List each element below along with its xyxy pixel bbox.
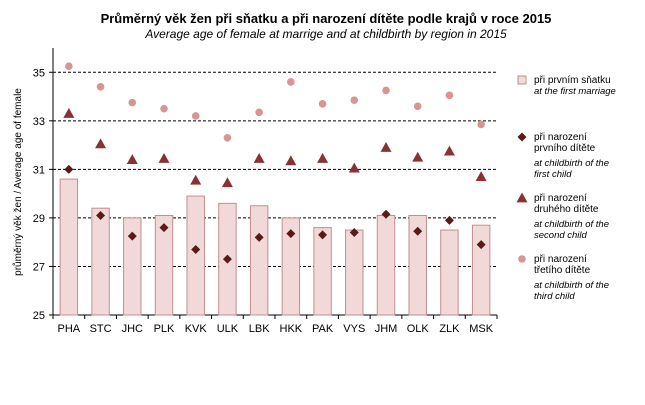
marker-circle bbox=[350, 96, 359, 104]
legend-label: třetího dítěte bbox=[534, 265, 591, 276]
legend-label: při narození bbox=[534, 254, 587, 265]
marker-triangle bbox=[158, 152, 170, 163]
legend-label: při prvním sňatku bbox=[534, 75, 611, 86]
bar-first-marriage bbox=[408, 214, 427, 316]
y-tick-label: 25 bbox=[33, 310, 45, 322]
marker-triangle bbox=[412, 151, 424, 162]
chart-title: Průměrný věk žen při sňatku a při naroze… bbox=[101, 11, 552, 26]
x-tick-label: JHC bbox=[122, 323, 143, 335]
marker-triangle bbox=[126, 154, 138, 165]
marker-triangle bbox=[63, 108, 75, 118]
legend-label-en: third child bbox=[534, 291, 575, 302]
legend-label-en: second child bbox=[534, 230, 588, 241]
marker-circle bbox=[128, 98, 137, 107]
marker-triangle bbox=[475, 171, 487, 182]
x-tick-label: HKK bbox=[280, 323, 303, 335]
marker-circle bbox=[445, 91, 454, 100]
bar-first-marriage bbox=[91, 207, 110, 316]
bar-first-marriage bbox=[345, 229, 364, 316]
marker-circle bbox=[255, 108, 263, 117]
marker-circle bbox=[477, 120, 485, 129]
marker-circle bbox=[65, 62, 73, 71]
marker-triangle bbox=[380, 142, 392, 152]
x-tick-label: MSK bbox=[469, 323, 494, 335]
bar-first-marriage bbox=[59, 178, 79, 316]
marker-diamond bbox=[191, 244, 201, 254]
x-tick-label: LBK bbox=[249, 323, 270, 335]
marker-triangle bbox=[317, 152, 329, 163]
x-tick-label: PLK bbox=[154, 323, 175, 335]
x-tick-label: PHA bbox=[58, 323, 81, 335]
legend-swatch-triangle bbox=[516, 192, 528, 203]
chart-subtitle: Average age of female at marrige and at … bbox=[144, 27, 507, 41]
y-tick-label: 33 bbox=[33, 116, 45, 128]
marker-circle bbox=[223, 134, 232, 142]
legend-label-en: at childbirth of the bbox=[534, 280, 609, 291]
marker-circle bbox=[382, 86, 390, 95]
marker-diamond bbox=[476, 240, 486, 250]
bar-first-marriage bbox=[186, 195, 205, 316]
marker-diamond bbox=[318, 230, 328, 240]
x-tick-label: ZLK bbox=[439, 323, 460, 335]
marker-diamond bbox=[444, 215, 454, 225]
marker-triangle bbox=[221, 177, 233, 188]
x-tick-label: VYS bbox=[343, 323, 365, 335]
legend-swatch-bar bbox=[517, 75, 527, 85]
legend-label: prvního dítěte bbox=[534, 143, 596, 154]
legend-label-en: at childbirth of the bbox=[534, 158, 609, 169]
bar-first-marriage bbox=[376, 214, 396, 316]
legend-swatch-circle bbox=[518, 255, 526, 263]
marker-diamond bbox=[222, 254, 232, 264]
x-tick-label: STC bbox=[90, 323, 112, 335]
y-tick-label: 27 bbox=[33, 261, 45, 273]
bar-first-marriage bbox=[249, 205, 269, 316]
plot-area: 25 27 29 31 33 35 PHA STC JHC PLK KVK ULK LBK HKK PAK V… bbox=[33, 48, 498, 335]
marker-triangle bbox=[348, 162, 360, 173]
marker-triangle bbox=[253, 152, 265, 163]
marker-circle bbox=[191, 112, 200, 120]
marker-circle bbox=[413, 102, 422, 111]
marker-diamond bbox=[413, 226, 423, 236]
x-tick-label: KVK bbox=[185, 323, 208, 335]
legend-swatch-diamond bbox=[517, 132, 527, 142]
y-tick-label: 31 bbox=[33, 164, 45, 176]
bar-first-marriage bbox=[440, 229, 459, 316]
marker-triangle bbox=[443, 145, 455, 156]
x-tick-label: OLK bbox=[407, 323, 430, 335]
marker-circle bbox=[160, 104, 168, 113]
y-axis-label: průměrný věk žen / Average age of female bbox=[12, 88, 24, 276]
marker-circle bbox=[318, 100, 327, 108]
y-tick-label: 29 bbox=[33, 213, 45, 225]
marker-diamond bbox=[254, 232, 264, 242]
marker-circle bbox=[287, 78, 295, 86]
legend-label: při narození bbox=[534, 193, 587, 204]
bar-first-marriage bbox=[471, 224, 491, 316]
legend-label: druhého dítěte bbox=[534, 204, 599, 215]
legend-label-en: at childbirth of the bbox=[534, 219, 609, 230]
marker-triangle bbox=[190, 174, 202, 185]
bar-first-marriage bbox=[123, 217, 142, 316]
x-tick-label: ULK bbox=[217, 323, 239, 335]
marker-diamond bbox=[96, 210, 106, 220]
marker-diamond bbox=[381, 209, 391, 219]
x-tick-label: PAK bbox=[312, 323, 334, 335]
marker-circle bbox=[96, 83, 105, 91]
marker-triangle bbox=[95, 138, 107, 149]
x-tick-label: JHM bbox=[375, 323, 398, 335]
marker-triangle bbox=[285, 155, 297, 166]
bar-first-marriage bbox=[281, 217, 301, 316]
marker-diamond bbox=[127, 231, 137, 241]
y-tick-label: 35 bbox=[33, 67, 45, 79]
legend-label-en: first child bbox=[534, 169, 572, 180]
legend-label: při narození bbox=[534, 132, 587, 143]
marker-diamond bbox=[349, 227, 359, 237]
marker-diamond bbox=[159, 223, 169, 233]
legend-label-en: at the first marriage bbox=[534, 86, 616, 97]
bar-first-marriage bbox=[313, 227, 332, 316]
marker-diamond bbox=[286, 229, 296, 239]
marker-diamond bbox=[64, 164, 74, 174]
bar-first-marriage bbox=[154, 214, 174, 316]
